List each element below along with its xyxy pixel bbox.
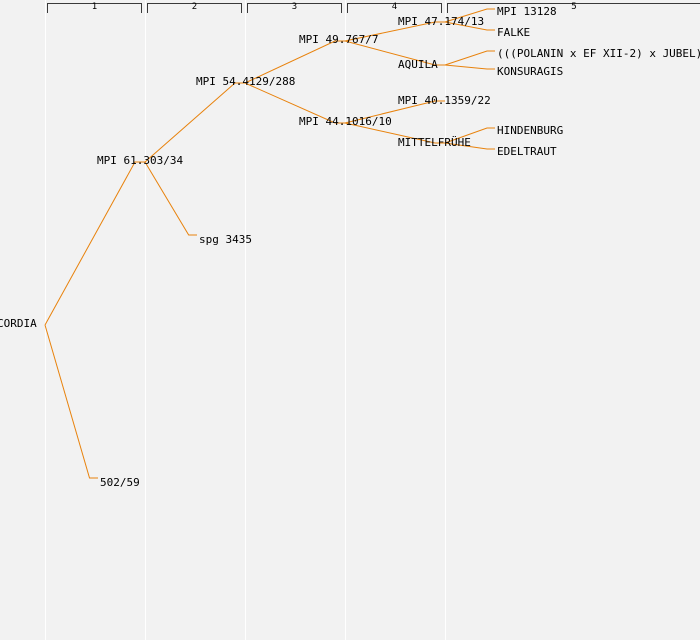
- pedigree-node-mittelfruehe[interactable]: MITTELFRÜHE: [398, 136, 471, 149]
- pedigree-link-mpi44-to-mittelfruehe: [344, 122, 445, 144]
- pedigree-link-mittelfruehe-to-hindenburg: [444, 127, 495, 144]
- pedigree-node-falke[interactable]: FALKE: [497, 26, 531, 39]
- pedigree-node-mpi13128[interactable]: MPI 13128: [497, 5, 557, 18]
- pedigree-node-aquila[interactable]: AQUILA: [398, 58, 438, 71]
- pedigree-link-mpi54-to-mpi44: [244, 82, 345, 124]
- pedigree-node-mpi61[interactable]: MPI 61.303/34: [97, 154, 184, 167]
- generation-header-label: 1: [91, 2, 98, 12]
- pedigree-node-n50259[interactable]: 502/59: [100, 476, 140, 489]
- generation-header-4: 4: [347, 2, 442, 13]
- pedigree-link-cordia-to-mpi61: [44, 161, 145, 326]
- pedigree-link-mpi44-to-mpi40: [344, 100, 445, 124]
- pedigree-node-hindenburg[interactable]: HINDENBURG: [497, 124, 564, 137]
- generation-divider-3: [245, 0, 246, 640]
- pedigree-link-mpi47-to-mpi13128: [444, 8, 495, 23]
- pedigree-link-mpi61-to-mpi54: [144, 82, 245, 163]
- pedigree-link-mpi49-to-mpi47: [344, 21, 445, 42]
- generation-header-1: 1: [47, 2, 142, 13]
- pedigree-link-aquila-to-polanin: [444, 50, 495, 66]
- generation-header-label: 3: [291, 2, 298, 12]
- pedigree-link-mpi47-to-falke: [444, 21, 495, 31]
- generation-divider-4: [345, 0, 346, 640]
- pedigree-link-aquila-to-konsuragis: [444, 64, 495, 70]
- generation-header-label: 2: [191, 2, 198, 12]
- pedigree-node-mpi49[interactable]: MPI 49.767/7: [299, 33, 379, 46]
- pedigree-node-mpi40[interactable]: MPI 40.1359/22: [398, 94, 491, 107]
- pedigree-link-mittelfruehe-to-edeltraut: [444, 142, 495, 150]
- generation-divider-5: [445, 0, 446, 640]
- generation-header-label: 5: [571, 2, 577, 12]
- pedigree-link-mpi54-to-mpi49: [244, 40, 345, 84]
- pedigree-node-polanin[interactable]: (((POLANIN x EF XII-2) x JUBEL) x: [497, 47, 700, 60]
- pedigree-link-mpi49-to-aquila: [344, 40, 445, 66]
- generation-header-2: 2: [147, 2, 242, 13]
- pedigree-node-edeltraut[interactable]: EDELTRAUT: [497, 145, 557, 158]
- generation-divider-2: [145, 0, 146, 640]
- generation-header-5: 5: [447, 2, 700, 13]
- pedigree-node-konsuragis[interactable]: KONSURAGIS: [497, 65, 564, 78]
- generation-header-3: 3: [247, 2, 342, 13]
- pedigree-link-cordia-to-n50259: [44, 324, 98, 479]
- pedigree-node-mpi54[interactable]: MPI 54.4129/288: [196, 75, 296, 88]
- pedigree-node-mpi44[interactable]: MPI 44.1016/10: [299, 115, 392, 128]
- generation-divider-1: [45, 0, 46, 640]
- pedigree-node-cordia[interactable]: CORDIA: [0, 317, 37, 330]
- pedigree-node-mpi47[interactable]: MPI 47.174/13: [398, 15, 485, 28]
- pedigree-node-spg3435[interactable]: spg 3435: [199, 233, 252, 246]
- pedigree-link-mpi61-to-spg3435: [144, 161, 197, 236]
- generation-header-label: 4: [391, 2, 398, 12]
